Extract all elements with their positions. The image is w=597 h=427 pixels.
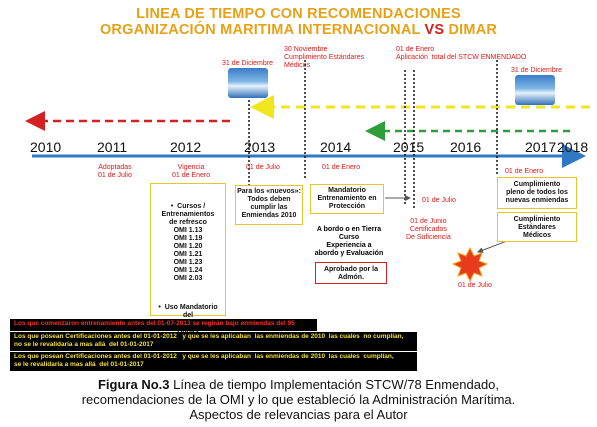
- cumplimiento-box: Cumplimiento pleno de todos los nuevas e…: [497, 177, 577, 209]
- note-junio-2015: 01 de Junio Certificados De Suficiencia: [406, 218, 451, 241]
- note-enero-2017: 01 de Enero: [505, 168, 544, 175]
- caption-line-2: recomendaciones de la OMI y lo que estab…: [81, 392, 516, 407]
- wave-image-2013: [228, 68, 268, 98]
- year-2010: 2010: [30, 139, 62, 155]
- year-2018: 2018: [557, 139, 589, 155]
- mandatorio-box: Mandatorio Entrenamiento en Protección: [310, 184, 384, 214]
- year-2011: 2011: [97, 139, 128, 155]
- caption-label: Figura No.3: [97, 377, 170, 392]
- title-vs: VS: [424, 22, 445, 38]
- note-dic-2013: 31 de Diciembre: [222, 60, 273, 67]
- note-adoptadas: Adoptadas 01 de Julio: [98, 164, 132, 179]
- abordo-text: A bordo o en Tierra Curso Experiencia a …: [314, 226, 384, 257]
- note-ene-2016: 01 de Enero Aplicación total del STCW EN…: [396, 46, 527, 61]
- cursos-text: • Cursos / Entrenamientos de refresco OM…: [161, 203, 215, 282]
- title-org: ORGANIZACIÓN MARITIMA INTERNACIONAL: [99, 22, 421, 38]
- year-2017: 2017: [525, 139, 557, 155]
- note-vigencia: Vigencia 01 de Enero: [172, 164, 211, 179]
- cursos-box: • Cursos / Entrenamientos de refresco OM…: [150, 183, 226, 343]
- note-enero-2014: 01 de Enero: [322, 164, 361, 171]
- year-2015: 2015: [393, 139, 425, 155]
- starburst-icon: [451, 246, 489, 283]
- title-line-2: ORGANIZACIÓN MARITIMA INTERNACIONAL VS D…: [0, 22, 597, 38]
- note-nov-2014: 30 Noviembre Cumplimiento Estándares Méd…: [284, 46, 365, 69]
- nuevos-box: Para los «nuevos»: Todos deben cumplir l…: [235, 185, 303, 225]
- footer-line-2: Los que posean Certificaciones antes del…: [10, 332, 417, 351]
- footer-line-3: Los que posean Certificaciones antes del…: [10, 352, 417, 371]
- caption-line-3: Aspectos de relevancias para el Autor: [189, 407, 408, 422]
- year-2012: 2012: [170, 139, 202, 155]
- note-julio-2013: 01 de Julio: [246, 164, 280, 171]
- note-julio-2015: 01 de Julio: [422, 197, 456, 204]
- footer-line-1: Los que comenzaron entrenamiento antes d…: [10, 319, 317, 331]
- note-julio-2016: 01 de Julio: [458, 282, 492, 289]
- aprobado-box: Aprobado por la Admón.: [315, 262, 387, 284]
- year-2013: 2013: [244, 139, 276, 155]
- year-2016: 2016: [450, 139, 482, 155]
- title-dimar: DIMAR: [448, 22, 498, 38]
- title-line-1: LINEA DE TIEMPO CON RECOMENDACIONES: [136, 6, 461, 22]
- caption-line-1: Figura No.3 Línea de tiempo Implementaci…: [0, 377, 597, 392]
- caption-text: Línea de tiempo Implementación STCW/78 E…: [169, 377, 500, 392]
- year-2014: 2014: [320, 139, 352, 155]
- wave-image-2017: [515, 75, 555, 105]
- figure-caption: Figura No.3 Línea de tiempo Implementaci…: [0, 377, 597, 422]
- note-dic-2017: 31 de Diciembre: [511, 67, 562, 74]
- estandares-box: Cumplimiento Estándares Médicos: [497, 212, 577, 242]
